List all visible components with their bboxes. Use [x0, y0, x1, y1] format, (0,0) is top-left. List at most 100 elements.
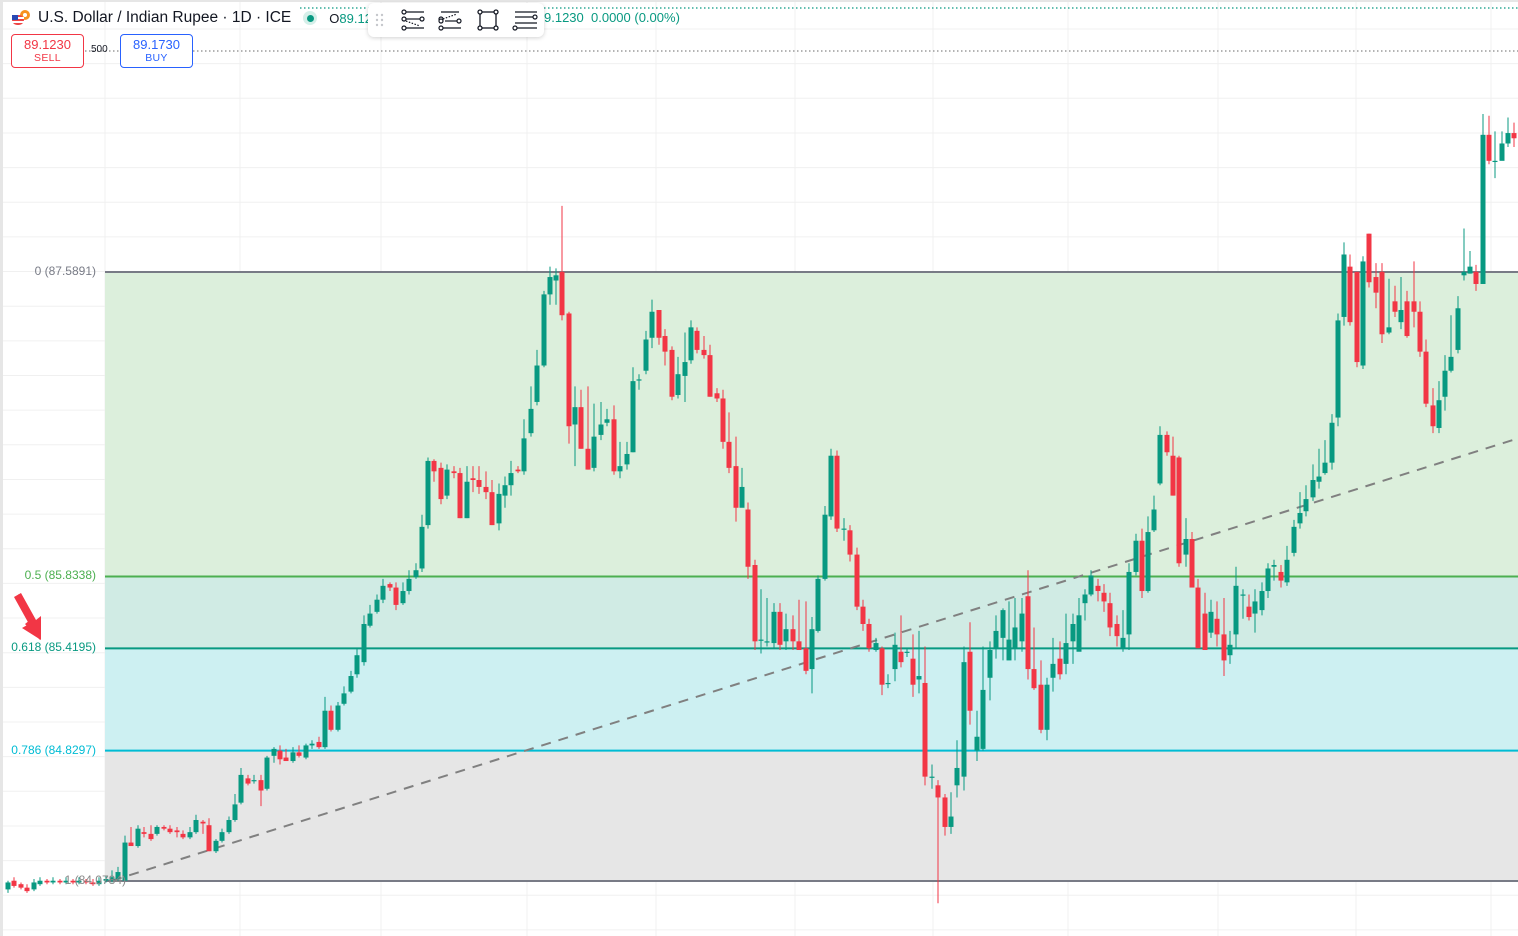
candle — [451, 466, 457, 479]
candle — [1019, 597, 1025, 652]
candle — [1227, 630, 1233, 664]
candle — [701, 336, 707, 359]
candle — [70, 878, 76, 885]
candle — [1176, 455, 1182, 567]
candle — [790, 615, 796, 651]
candle — [387, 582, 393, 592]
candle — [1329, 414, 1335, 470]
candle — [1430, 388, 1436, 434]
candle — [656, 310, 662, 345]
rectangle-icon[interactable] — [469, 5, 507, 35]
candle — [1246, 594, 1252, 621]
candle — [714, 388, 720, 402]
candle — [803, 601, 809, 675]
candle — [916, 630, 922, 694]
candle — [1291, 519, 1297, 557]
candle — [283, 748, 289, 762]
candle — [860, 599, 866, 631]
symbol-title[interactable]: U.S. Dollar / Indian Rupee · 1D · ICE — [38, 9, 292, 26]
candle — [167, 825, 173, 834]
candle — [1373, 263, 1379, 309]
candle — [44, 878, 50, 885]
candle — [1473, 264, 1479, 291]
fib-channel-icon[interactable] — [507, 5, 545, 35]
candle — [296, 745, 302, 758]
candle — [161, 825, 167, 831]
candle — [470, 466, 476, 493]
candle — [948, 792, 954, 834]
candle — [425, 457, 431, 529]
candle — [24, 884, 30, 893]
candle — [885, 674, 891, 689]
candle — [1386, 278, 1392, 335]
candle — [954, 740, 960, 798]
candle — [483, 471, 489, 500]
usd-inr-flag-icon[interactable] — [12, 10, 32, 26]
drawing-toolbar — [368, 3, 544, 37]
candle — [630, 367, 636, 453]
ohlc-open: O89.12 — [329, 11, 372, 26]
buy-button[interactable]: 89.1730 BUY — [120, 34, 193, 68]
candle — [180, 830, 186, 840]
candle — [987, 641, 993, 701]
candle — [1448, 315, 1454, 373]
candle — [193, 814, 199, 834]
candle — [1486, 115, 1492, 165]
candle — [688, 320, 694, 364]
candle — [187, 826, 193, 840]
candle — [866, 618, 872, 652]
candle — [694, 327, 700, 354]
drag-handle-icon[interactable] — [374, 13, 386, 27]
fib-retracement-icon[interactable] — [394, 5, 432, 35]
candle — [251, 774, 257, 784]
candle — [1063, 613, 1069, 675]
candle — [1120, 610, 1126, 652]
candle — [1404, 290, 1410, 338]
candle — [290, 747, 296, 763]
candle — [76, 877, 82, 885]
candle — [624, 441, 630, 470]
candle — [1145, 516, 1151, 593]
candle — [841, 518, 847, 541]
candle — [1436, 381, 1442, 434]
candle — [31, 878, 37, 892]
candle — [1088, 570, 1094, 597]
candle — [854, 547, 860, 611]
candle — [733, 436, 739, 522]
sell-button[interactable]: 89.1230 SELL — [11, 34, 84, 68]
candle — [967, 622, 973, 725]
change-value: 0.0000 (0.00%) — [591, 10, 680, 25]
candle — [341, 686, 347, 706]
candle — [1505, 117, 1511, 147]
candle — [1082, 589, 1088, 621]
buy-label: BUY — [145, 52, 168, 64]
candle — [348, 670, 354, 694]
candle — [534, 349, 540, 406]
candle — [115, 866, 121, 881]
candle — [1183, 518, 1189, 567]
candle — [1139, 528, 1145, 598]
open-label: O — [329, 10, 340, 26]
candle — [1423, 339, 1429, 408]
trend-based-fib-icon[interactable] — [432, 5, 470, 35]
candle — [122, 835, 128, 881]
candle — [739, 467, 745, 508]
candle — [154, 825, 160, 836]
candle — [553, 268, 559, 305]
candle — [5, 880, 11, 893]
candle — [974, 710, 980, 762]
candle — [128, 826, 134, 847]
candle — [1259, 582, 1265, 616]
market-open-status-icon[interactable] — [303, 11, 318, 25]
candle — [528, 386, 534, 437]
fib-zones — [105, 272, 1518, 881]
candle — [1076, 597, 1082, 652]
candle — [1095, 578, 1101, 602]
candle — [1347, 254, 1353, 326]
candle — [1133, 533, 1139, 576]
candle — [1202, 592, 1208, 651]
candle — [515, 466, 521, 474]
candle — [547, 266, 553, 305]
candle — [942, 793, 948, 836]
